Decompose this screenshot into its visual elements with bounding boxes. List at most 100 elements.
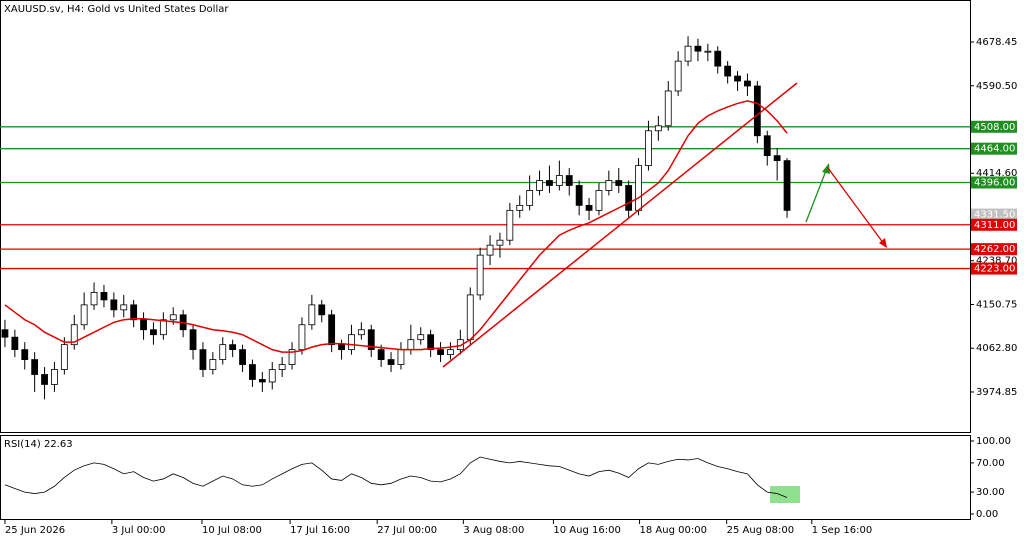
candle-body [169, 314, 177, 321]
level-label: 4262.00 [974, 244, 1015, 255]
candle-body [753, 85, 761, 137]
candle-body [615, 180, 623, 186]
candle-body [555, 175, 563, 186]
candle-body [536, 180, 543, 191]
candle-body [447, 349, 454, 356]
candle-body [387, 359, 395, 365]
moving-average [4, 100, 788, 353]
x-tick-label: 3 Jul 00:00 [112, 525, 166, 536]
candle-body [60, 344, 68, 370]
candle-body [140, 319, 147, 331]
green-arrow-head [822, 163, 830, 174]
candle-body [605, 180, 613, 191]
candle-body [486, 244, 494, 256]
green-arrow [805, 167, 828, 223]
x-tick-label: 27 Jul 00:00 [377, 525, 437, 536]
candle-body [546, 180, 553, 186]
candle-body [328, 314, 336, 346]
red-arrow-head [879, 238, 887, 248]
candle-body [41, 374, 48, 385]
candle-body [773, 155, 781, 162]
candle-body [258, 379, 266, 383]
level-label: 4311.00 [974, 220, 1015, 231]
candle-body [199, 349, 207, 370]
candle-body [635, 165, 642, 211]
candle-body [239, 349, 246, 365]
candle-body [783, 160, 791, 211]
x-tick-label: 1 Sep 16:00 [812, 525, 872, 536]
chart-title: XAUUSD.sv, H4: Gold vs United States Dol… [4, 4, 229, 15]
candle-body [516, 204, 524, 211]
candle-body [734, 75, 741, 82]
candle-body [120, 304, 128, 311]
level-box [971, 243, 1017, 256]
red-arrow [827, 167, 885, 245]
candle-body [704, 50, 712, 53]
candle-body [526, 190, 534, 206]
rsi-title: RSI(14) 22.63 [4, 439, 73, 450]
x-tick-label: 25 Jun 2026 [5, 525, 65, 536]
candle-body [357, 329, 365, 336]
candle-body [229, 344, 237, 351]
current-price-label: 4331.50 [974, 210, 1015, 221]
candle-body [417, 334, 425, 341]
candle-body [189, 329, 197, 351]
y-tick-label: 4590.50 [976, 81, 1017, 92]
candle-body [724, 65, 732, 77]
candle-body [298, 324, 306, 351]
rsi-tick-label: 0.00 [976, 509, 998, 520]
rsi-panel [0, 435, 971, 520]
candle-body [318, 304, 326, 316]
level-label: 4464.00 [974, 144, 1015, 155]
x-tick-label: 17 Jul 16:00 [290, 525, 350, 536]
candle-body [70, 324, 78, 346]
candle-body [744, 80, 751, 87]
trend-line [442, 82, 798, 368]
level-box [971, 262, 1017, 275]
candle-body [348, 334, 355, 351]
candle-body [31, 359, 39, 375]
candle-body [11, 336, 19, 351]
y-tick-label: 4238.70 [976, 256, 1017, 267]
rsi-tick-label: 100.00 [976, 436, 1011, 447]
level-label: 4223.00 [974, 264, 1015, 275]
x-tick-label: 10 Aug 16:00 [553, 525, 620, 536]
candle-body [367, 329, 375, 351]
candle-body [268, 369, 276, 383]
y-tick-label: 3974.85 [976, 387, 1017, 398]
candle-body [476, 254, 484, 296]
candle-body [496, 239, 504, 246]
y-tick-label: 4414.60 [976, 168, 1017, 179]
candle-body [466, 294, 474, 341]
candle-body [159, 319, 167, 336]
candle-body [1, 329, 9, 338]
level-box [971, 218, 1017, 231]
y-tick-label: 4678.45 [976, 37, 1017, 48]
y-tick-label: 4062.80 [976, 343, 1017, 354]
candle-body [219, 344, 227, 360]
candle-body [100, 292, 108, 301]
candle-body [407, 339, 415, 351]
main-panel [0, 0, 971, 433]
x-tick-label: 18 Aug 00:00 [640, 525, 707, 536]
candle-body [427, 334, 435, 351]
candle-body [278, 364, 286, 370]
rsi-tick-label: 70.00 [976, 458, 1005, 469]
candle-body [21, 349, 29, 360]
candle-body [506, 209, 514, 241]
y-tick-label: 4150.75 [976, 299, 1017, 310]
x-tick-label: 25 Aug 08:00 [727, 525, 794, 536]
candle-body [437, 349, 444, 356]
candle-body [674, 60, 682, 92]
candle-body [645, 130, 652, 166]
candle-body [654, 125, 662, 132]
candle-body [585, 204, 593, 211]
candle-body [575, 185, 583, 206]
rsi-tick-label: 30.00 [976, 487, 1005, 498]
level-label: 4508.00 [974, 122, 1015, 133]
level-box [971, 142, 1017, 155]
candle-body [684, 45, 692, 62]
candle-body [565, 175, 573, 186]
